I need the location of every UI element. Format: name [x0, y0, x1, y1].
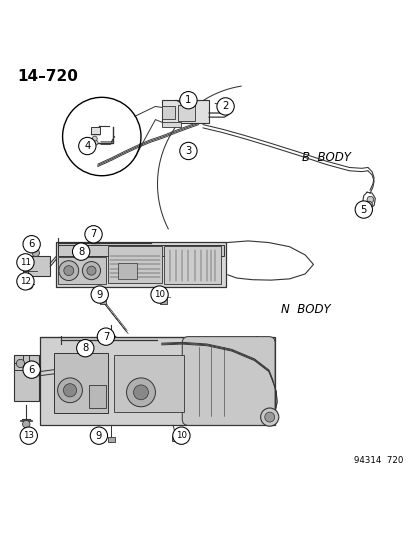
Circle shape [82, 262, 100, 280]
Text: 10: 10 [176, 431, 186, 440]
Circle shape [32, 249, 39, 256]
Circle shape [354, 201, 372, 218]
Circle shape [23, 236, 40, 253]
Circle shape [64, 265, 74, 276]
Circle shape [17, 273, 34, 290]
FancyBboxPatch shape [14, 355, 38, 401]
Text: B  BODY: B BODY [301, 151, 350, 164]
FancyBboxPatch shape [161, 100, 209, 123]
Circle shape [57, 378, 82, 402]
Text: 6: 6 [28, 365, 35, 375]
Circle shape [91, 286, 108, 303]
Text: 11: 11 [20, 258, 31, 267]
FancyBboxPatch shape [100, 298, 106, 304]
Text: 7: 7 [102, 332, 109, 342]
Circle shape [365, 201, 372, 208]
FancyBboxPatch shape [178, 105, 195, 122]
FancyBboxPatch shape [54, 353, 108, 413]
Text: 9: 9 [95, 431, 102, 441]
FancyBboxPatch shape [118, 263, 137, 279]
Text: 7: 7 [90, 229, 97, 239]
Text: 9: 9 [96, 289, 103, 300]
Text: 5: 5 [360, 205, 366, 215]
Circle shape [150, 286, 168, 303]
Circle shape [366, 196, 373, 203]
Text: 3: 3 [185, 146, 191, 156]
FancyBboxPatch shape [89, 385, 106, 408]
FancyBboxPatch shape [172, 435, 178, 441]
FancyBboxPatch shape [182, 337, 274, 425]
Circle shape [264, 412, 274, 422]
Circle shape [23, 361, 40, 378]
Text: 14–720: 14–720 [17, 69, 78, 84]
Circle shape [17, 254, 34, 271]
Circle shape [76, 340, 94, 357]
FancyBboxPatch shape [160, 298, 166, 304]
FancyBboxPatch shape [40, 337, 274, 425]
Circle shape [78, 138, 96, 155]
FancyBboxPatch shape [162, 107, 174, 119]
Circle shape [90, 427, 107, 445]
Circle shape [20, 427, 37, 445]
Text: N  BODY: N BODY [280, 303, 330, 316]
Circle shape [260, 408, 278, 426]
Circle shape [17, 359, 24, 368]
Circle shape [93, 140, 98, 145]
Circle shape [59, 261, 78, 280]
Text: 94314  720: 94314 720 [353, 456, 402, 465]
Text: 12: 12 [20, 277, 31, 286]
Text: 8: 8 [82, 343, 88, 353]
FancyBboxPatch shape [91, 127, 100, 134]
FancyBboxPatch shape [163, 246, 221, 284]
Circle shape [87, 266, 96, 275]
FancyBboxPatch shape [108, 246, 161, 283]
FancyBboxPatch shape [58, 257, 106, 284]
FancyBboxPatch shape [56, 242, 225, 287]
Text: 13: 13 [23, 431, 34, 440]
FancyBboxPatch shape [58, 245, 223, 256]
Circle shape [26, 282, 33, 289]
Circle shape [92, 136, 97, 141]
Text: 2: 2 [222, 101, 228, 111]
Circle shape [179, 92, 197, 109]
Circle shape [216, 98, 234, 115]
Circle shape [85, 225, 102, 243]
FancyBboxPatch shape [27, 256, 50, 276]
Circle shape [72, 243, 90, 260]
Circle shape [179, 142, 197, 160]
Circle shape [63, 384, 76, 397]
Circle shape [133, 385, 148, 400]
Text: 6: 6 [28, 239, 35, 249]
Text: 8: 8 [78, 247, 84, 257]
FancyBboxPatch shape [108, 437, 114, 442]
Text: 10: 10 [154, 290, 165, 299]
FancyBboxPatch shape [161, 122, 181, 127]
Circle shape [172, 427, 190, 445]
Circle shape [97, 328, 114, 345]
Circle shape [22, 421, 30, 428]
Text: 1: 1 [185, 95, 191, 105]
Text: 4: 4 [84, 141, 90, 151]
FancyBboxPatch shape [114, 355, 184, 411]
Circle shape [126, 378, 155, 407]
